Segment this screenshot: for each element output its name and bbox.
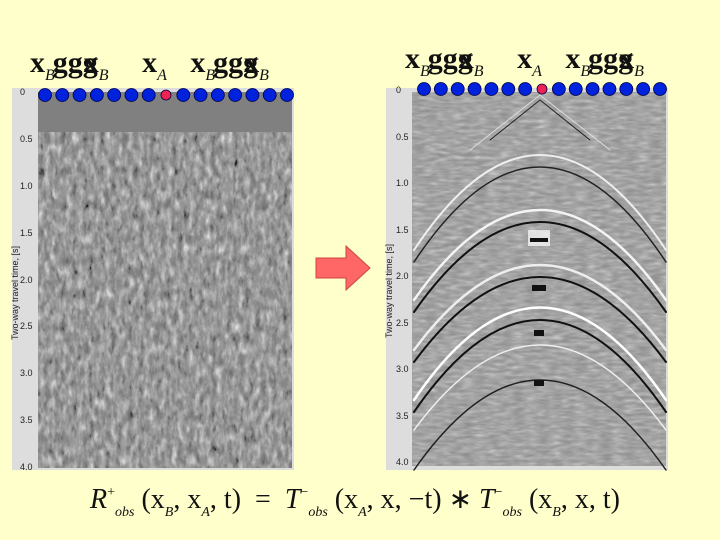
y-tick-label: 3.5 bbox=[396, 410, 409, 421]
ellipsis-label: ggg bbox=[52, 46, 98, 79]
receiver-point bbox=[653, 82, 667, 96]
arrow-icon bbox=[315, 244, 371, 292]
right-receiver-array bbox=[417, 82, 667, 96]
y-tick-label: 2.5 bbox=[396, 317, 409, 328]
receiver-point bbox=[433, 82, 448, 96]
left-receiver-array bbox=[38, 88, 294, 102]
xb-label: xB bbox=[405, 42, 430, 80]
left-noise-field bbox=[38, 130, 292, 468]
receiver-point bbox=[176, 88, 191, 102]
receiver-point bbox=[602, 82, 617, 96]
y-tick-label: 0 bbox=[396, 85, 402, 95]
y-tick-label: 1.5 bbox=[20, 227, 33, 238]
right-receiver-labels: xBgggxB xA xBgggxB bbox=[405, 42, 644, 82]
y-tick-label: 4.0 bbox=[396, 457, 409, 467]
y-tick-label: 0.5 bbox=[396, 131, 409, 142]
receiver-point bbox=[228, 88, 243, 102]
receiver-point bbox=[55, 88, 70, 102]
receiver-point bbox=[585, 82, 600, 96]
receiver-point bbox=[124, 88, 139, 102]
right-y-axis-label: Two-way travel time, [s] bbox=[384, 243, 394, 338]
left-receiver-labels: xBgggxB xA xBgggxB bbox=[30, 46, 269, 86]
left-y-axis-label: Two-way travel time, [s] bbox=[10, 245, 20, 340]
y-tick-label: 0.5 bbox=[20, 133, 33, 144]
xb-label: xB bbox=[458, 42, 484, 80]
y-tick-label: 0 bbox=[20, 87, 26, 97]
y-tick-label: 4.0 bbox=[20, 462, 33, 472]
receiver-point bbox=[568, 82, 583, 96]
receiver-point bbox=[417, 82, 431, 96]
receiver-point bbox=[501, 82, 516, 96]
xb-label: xB bbox=[244, 46, 269, 84]
source-point bbox=[536, 83, 548, 95]
xb-label: xB bbox=[30, 46, 55, 84]
xb-label: xB bbox=[565, 42, 591, 80]
xa-label: xA bbox=[142, 46, 167, 84]
receiver-point bbox=[38, 88, 52, 102]
receiver-point bbox=[193, 88, 208, 102]
right-noise-field bbox=[412, 92, 666, 466]
ellipsis-label: ggg bbox=[588, 42, 634, 75]
receiver-point bbox=[467, 82, 482, 96]
receiver-point bbox=[619, 82, 634, 96]
y-tick-label: 3.0 bbox=[20, 368, 33, 379]
xb-label: xB bbox=[83, 46, 109, 84]
y-tick-label: 2.5 bbox=[20, 321, 33, 332]
xb-label: xB bbox=[619, 42, 644, 80]
receiver-point bbox=[107, 88, 122, 102]
receiver-point bbox=[72, 88, 87, 102]
y-tick-label: 2.0 bbox=[396, 271, 409, 281]
receiver-point bbox=[141, 88, 156, 102]
receiver-point bbox=[518, 82, 533, 96]
reflection-events bbox=[412, 94, 668, 471]
correlation-equation: R+obs (xB, xA, t) = T−obs (xA, x, −t) ∗ … bbox=[90, 484, 620, 520]
receiver-point bbox=[484, 82, 499, 96]
receiver-point bbox=[245, 88, 260, 102]
y-tick-label: 3.0 bbox=[396, 364, 409, 374]
y-tick-label: 1.0 bbox=[396, 178, 409, 188]
receiver-point bbox=[551, 82, 566, 96]
receiver-point bbox=[450, 82, 465, 96]
xa-label: xA bbox=[517, 42, 542, 80]
y-tick-label: 1.0 bbox=[20, 180, 33, 191]
receiver-point bbox=[210, 88, 225, 102]
source-point bbox=[160, 89, 172, 101]
receiver-point bbox=[262, 88, 277, 102]
receiver-point bbox=[280, 88, 294, 102]
y-tick-label: 2.0 bbox=[20, 274, 33, 285]
xb-label: xB bbox=[190, 46, 216, 84]
y-tick-label: 1.5 bbox=[396, 224, 409, 235]
receiver-point bbox=[636, 82, 651, 96]
y-tick-label: 3.5 bbox=[20, 415, 33, 426]
ellipsis-label: ggg bbox=[213, 46, 259, 79]
ellipsis-label: ggg bbox=[427, 42, 473, 75]
receiver-point bbox=[89, 88, 104, 102]
